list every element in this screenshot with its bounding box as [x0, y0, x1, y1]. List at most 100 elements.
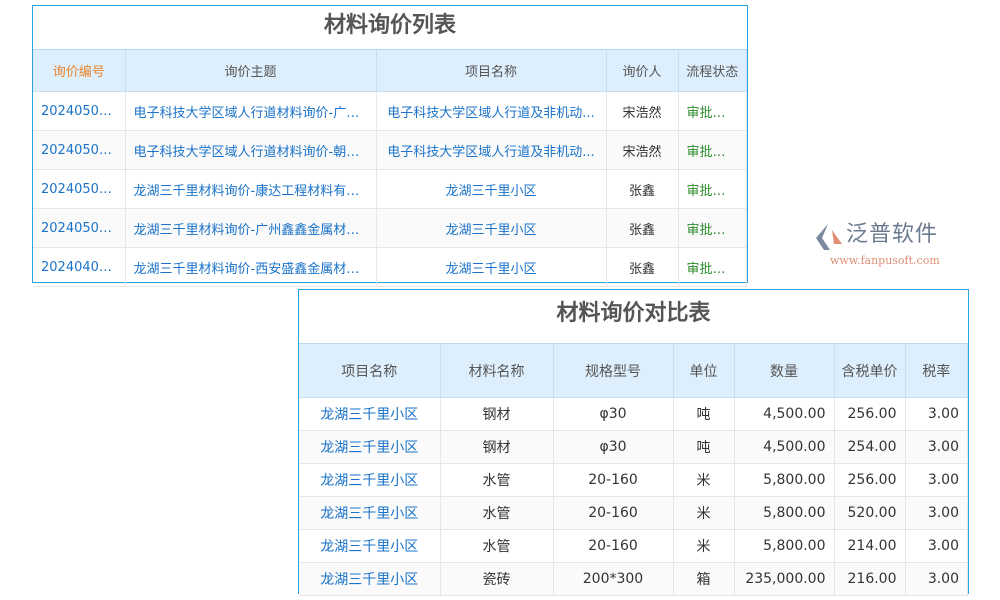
project-name-link[interactable]: 龙湖三千里小区: [376, 247, 607, 287]
status-cell: 审批通过: [678, 169, 747, 209]
column-header[interactable]: 单位: [673, 344, 735, 398]
quantity-cell: 5,800.00: [734, 529, 835, 563]
inquiry-subject-link[interactable]: 电子科技大学区域人行道材料询价-广西...: [125, 91, 377, 131]
inquirer-cell: 张鑫: [606, 208, 679, 248]
column-header[interactable]: 项目名称: [299, 344, 441, 398]
watermark-name: 泛普软件: [846, 222, 939, 247]
unit-cell: 箱: [673, 562, 735, 596]
status-cell: 审批通过: [678, 247, 747, 287]
table-row[interactable]: 2024050001 龙湖三千里材料询价-广州鑫鑫金属材料... 龙湖三千里小区 张鑫…: [33, 208, 747, 248]
column-header[interactable]: 询价人: [606, 50, 679, 92]
header-row: 项目名称 材料名称 规格型号 单位 数量 含税单价 税率: [299, 344, 968, 398]
column-header[interactable]: 流程状态: [678, 50, 747, 92]
column-header[interactable]: 税率: [905, 344, 968, 398]
unit-price-cell: 214.00: [834, 529, 906, 563]
logo-icon: [816, 224, 842, 250]
column-header[interactable]: 询价编号: [33, 50, 126, 92]
project-name-link[interactable]: 龙湖三千里小区: [376, 169, 607, 209]
spec-cell: 20-160: [553, 529, 674, 563]
table-row[interactable]: 2024050003 电子科技大学区域人行道材料询价-朝阳... 电子科技大学区域人…: [33, 130, 747, 170]
inquiry-subject-link[interactable]: 龙湖三千里材料询价-广州鑫鑫金属材料...: [125, 208, 377, 248]
material-cell: 钢材: [440, 430, 554, 464]
status-cell: 审批通过: [678, 91, 747, 131]
inquiry-list-panel: 材料询价列表 询价编号 询价主题 项目名称 询价人 流程状态 2024050004 电子科…: [32, 5, 748, 287]
table-row[interactable]: 2024040001 龙湖三千里材料询价-西安盛鑫金属材料... 龙湖三千里小区 张鑫…: [33, 247, 747, 287]
spec-cell: 20-160: [553, 463, 674, 497]
status-cell: 审批通过: [678, 208, 747, 248]
inquiry-list-title: 材料询价列表: [33, 6, 747, 50]
inquiry-compare-title: 材料询价对比表: [299, 290, 968, 344]
inquirer-cell: 张鑫: [606, 169, 679, 209]
inquiry-subject-link[interactable]: 龙湖三千里材料询价-康达工程材料有限...: [125, 169, 377, 209]
unit-cell: 吨: [673, 397, 735, 431]
status-cell: 审批通过: [678, 130, 747, 170]
tax-rate-cell: 3.00: [905, 430, 968, 464]
column-header[interactable]: 数量: [734, 344, 835, 398]
fanpu-logo-watermark: 泛普软件 www.fanpusoft.com: [810, 222, 980, 272]
inquirer-cell: 宋浩然: [606, 91, 679, 131]
inquiry-compare-table: 项目名称 材料名称 规格型号 单位 数量 含税单价 税率 龙湖三千里小区 钢材 φ30 吨 4,50…: [299, 344, 968, 596]
spec-cell: φ30: [553, 430, 674, 464]
unit-price-cell: 256.00: [834, 463, 906, 497]
unit-cell: 吨: [673, 430, 735, 464]
column-header[interactable]: 材料名称: [440, 344, 554, 398]
quantity-cell: 4,500.00: [734, 397, 835, 431]
table-row[interactable]: 2024050002 龙湖三千里材料询价-康达工程材料有限... 龙湖三千里小区 张鑫…: [33, 169, 747, 209]
quantity-cell: 235,000.00: [734, 562, 835, 596]
inquirer-cell: 宋浩然: [606, 130, 679, 170]
project-name-link[interactable]: 电子科技大学区域人行道及非机动...: [376, 91, 607, 131]
tax-rate-cell: 3.00: [905, 529, 968, 563]
inquiry-compare-panel: 材料询价对比表 项目名称 材料名称 规格型号 单位 数量 含税单价 税率 龙湖三千里小区 钢材…: [298, 289, 969, 596]
tax-rate-cell: 3.00: [905, 562, 968, 596]
tax-rate-cell: 3.00: [905, 496, 968, 530]
table-row[interactable]: 龙湖三千里小区 水管 20-160 米 5,800.00 214.00 3.00: [299, 529, 968, 563]
project-name-link[interactable]: 龙湖三千里小区: [299, 397, 441, 431]
material-cell: 水管: [440, 529, 554, 563]
inquiry-id-link[interactable]: 2024050002: [33, 169, 126, 209]
inquiry-id-link[interactable]: 2024050001: [33, 208, 126, 248]
column-header[interactable]: 含税单价: [834, 344, 906, 398]
tax-rate-cell: 3.00: [905, 463, 968, 497]
quantity-cell: 5,800.00: [734, 463, 835, 497]
project-name-link[interactable]: 龙湖三千里小区: [299, 430, 441, 464]
inquiry-id-link[interactable]: 2024050004: [33, 91, 126, 131]
inquiry-list-table: 询价编号 询价主题 项目名称 询价人 流程状态 2024050004 电子科技大学区域人行…: [33, 50, 747, 287]
unit-price-cell: 520.00: [834, 496, 906, 530]
project-name-link[interactable]: 龙湖三千里小区: [299, 562, 441, 596]
material-cell: 水管: [440, 496, 554, 530]
material-cell: 水管: [440, 463, 554, 497]
spec-cell: 20-160: [553, 496, 674, 530]
project-name-link[interactable]: 龙湖三千里小区: [299, 496, 441, 530]
unit-cell: 米: [673, 496, 735, 530]
material-cell: 钢材: [440, 397, 554, 431]
table-row[interactable]: 龙湖三千里小区 瓷砖 200*300 箱 235,000.00 216.00 3.00: [299, 562, 968, 596]
table-row[interactable]: 2024050004 电子科技大学区域人行道材料询价-广西... 电子科技大学区域人…: [33, 91, 747, 131]
project-name-link[interactable]: 电子科技大学区域人行道及非机动...: [376, 130, 607, 170]
column-header[interactable]: 项目名称: [376, 50, 607, 92]
spec-cell: φ30: [553, 397, 674, 431]
project-name-link[interactable]: 龙湖三千里小区: [376, 208, 607, 248]
table-row[interactable]: 龙湖三千里小区 钢材 φ30 吨 4,500.00 256.00 3.00: [299, 397, 968, 431]
inquiry-subject-link[interactable]: 电子科技大学区域人行道材料询价-朝阳...: [125, 130, 377, 170]
table-row[interactable]: 龙湖三千里小区 钢材 φ30 吨 4,500.00 254.00 3.00: [299, 430, 968, 464]
unit-cell: 米: [673, 463, 735, 497]
unit-price-cell: 256.00: [834, 397, 906, 431]
inquiry-subject-link[interactable]: 龙湖三千里材料询价-西安盛鑫金属材料...: [125, 247, 377, 287]
inquiry-id-link[interactable]: 2024050003: [33, 130, 126, 170]
column-header[interactable]: 规格型号: [553, 344, 674, 398]
spec-cell: 200*300: [553, 562, 674, 596]
column-header[interactable]: 询价主题: [125, 50, 377, 92]
watermark-url: www.fanpusoft.com: [830, 254, 940, 267]
header-row: 询价编号 询价主题 项目名称 询价人 流程状态: [33, 50, 747, 92]
quantity-cell: 5,800.00: [734, 496, 835, 530]
project-name-link[interactable]: 龙湖三千里小区: [299, 529, 441, 563]
quantity-cell: 4,500.00: [734, 430, 835, 464]
project-name-link[interactable]: 龙湖三千里小区: [299, 463, 441, 497]
tax-rate-cell: 3.00: [905, 397, 968, 431]
table-row[interactable]: 龙湖三千里小区 水管 20-160 米 5,800.00 520.00 3.00: [299, 496, 968, 530]
inquirer-cell: 张鑫: [606, 247, 679, 287]
inquiry-id-link[interactable]: 2024040001: [33, 247, 126, 287]
unit-price-cell: 216.00: [834, 562, 906, 596]
table-row[interactable]: 龙湖三千里小区 水管 20-160 米 5,800.00 256.00 3.00: [299, 463, 968, 497]
unit-price-cell: 254.00: [834, 430, 906, 464]
